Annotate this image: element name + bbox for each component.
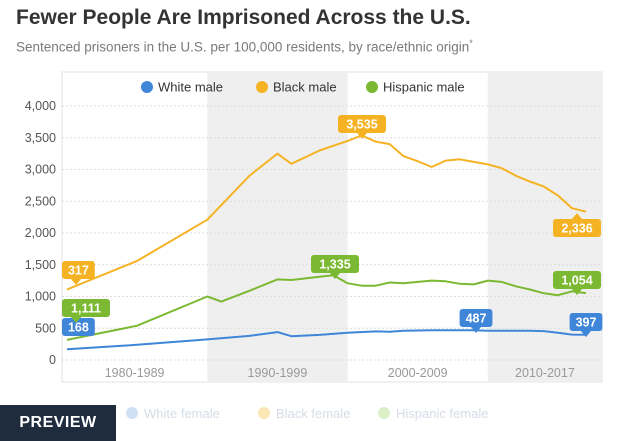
series-line — [66, 134, 587, 291]
label-box — [459, 309, 493, 327]
y-tick-label: 500 — [35, 321, 56, 335]
label-box — [62, 299, 110, 317]
label-text: 317 — [68, 264, 89, 278]
x-tick-label: 2000-2009 — [388, 366, 448, 380]
y-tick-label: 0 — [49, 353, 56, 367]
legend-item-white-female[interactable]: White female — [126, 406, 220, 421]
data-label-black-male: 317 — [62, 261, 95, 285]
label-text: 168 — [68, 321, 89, 335]
label-pointer — [471, 327, 481, 333]
secondary-legend: White female Black female Hispanic femal… — [100, 400, 600, 426]
label-text: 1,054 — [561, 274, 592, 288]
label-box — [553, 271, 601, 289]
data-label-white-male: 487 — [459, 309, 493, 333]
x-tick-label: 1990-1999 — [248, 366, 308, 380]
label-pointer — [572, 289, 582, 295]
data-label-white-male: 168 — [62, 312, 95, 336]
label-pointer — [357, 133, 367, 139]
data-label-black-male: 2,336 — [553, 213, 601, 237]
legend-dot — [258, 407, 270, 419]
label-text: 397 — [576, 316, 597, 330]
chart-title: Fewer People Are Imprisoned Across the U… — [16, 6, 471, 29]
label-text: 1,111 — [71, 302, 101, 316]
label-box — [311, 255, 359, 273]
data-label-hispanic-male: 1,054 — [553, 271, 601, 295]
label-box — [338, 115, 386, 133]
data-label-black-male: 3,535 — [338, 115, 386, 139]
x-tick-label: 1980-1989 — [105, 366, 165, 380]
label-pointer — [572, 213, 582, 219]
chart-subtitle: Sentenced prisoners in the U.S. per 100,… — [16, 38, 473, 55]
label-text: 3,535 — [346, 118, 377, 132]
legend-label: White male — [158, 80, 223, 95]
legend-marker — [366, 81, 378, 93]
legend-item-hispanic-female[interactable]: Hispanic female — [378, 406, 489, 421]
preview-badge: PREVIEW — [0, 405, 116, 441]
label-text: 1,335 — [319, 258, 350, 272]
legend-dot — [126, 407, 138, 419]
data-label-hispanic-male: 1,335 — [311, 255, 359, 279]
label-text: 2,336 — [561, 222, 592, 236]
label-pointer — [71, 317, 81, 323]
series-line — [66, 329, 587, 351]
legend-marker — [256, 81, 268, 93]
data-label-white-male: 397 — [569, 313, 603, 337]
y-tick-label: 1,000 — [25, 290, 56, 304]
legend-dot — [378, 407, 390, 419]
y-tick-label: 4,000 — [25, 99, 56, 113]
y-tick-label: 1,500 — [25, 258, 56, 272]
legend-label: White female — [144, 406, 220, 421]
subtitle-text: Sentenced prisoners in the U.S. per 100,… — [16, 39, 470, 55]
legend-label: Black female — [276, 406, 351, 421]
subtitle-footnote-mark: * — [469, 38, 473, 48]
legend-label: Hispanic female — [396, 406, 489, 421]
label-pointer — [581, 331, 591, 337]
decade-band — [207, 72, 348, 382]
data-label-hispanic-male: 1,111 — [62, 299, 110, 323]
x-tick-label: 2010-2017 — [515, 366, 575, 380]
legend-item-black-female[interactable]: Black female — [258, 406, 350, 421]
y-tick-label: 3,500 — [25, 131, 56, 145]
label-box — [569, 313, 603, 331]
legend-marker — [141, 81, 153, 93]
label-pointer — [330, 273, 340, 279]
y-tick-label: 2,000 — [25, 226, 56, 240]
series-line — [66, 274, 587, 341]
label-box — [553, 219, 601, 237]
label-box — [62, 261, 95, 279]
legend-label: Hispanic male — [383, 80, 465, 95]
label-box — [62, 318, 95, 336]
label-pointer — [71, 279, 81, 285]
y-tick-label: 2,500 — [25, 194, 56, 208]
y-tick-label: 3,000 — [25, 163, 56, 177]
legend-label: Black male — [273, 80, 337, 95]
label-text: 487 — [466, 312, 487, 326]
